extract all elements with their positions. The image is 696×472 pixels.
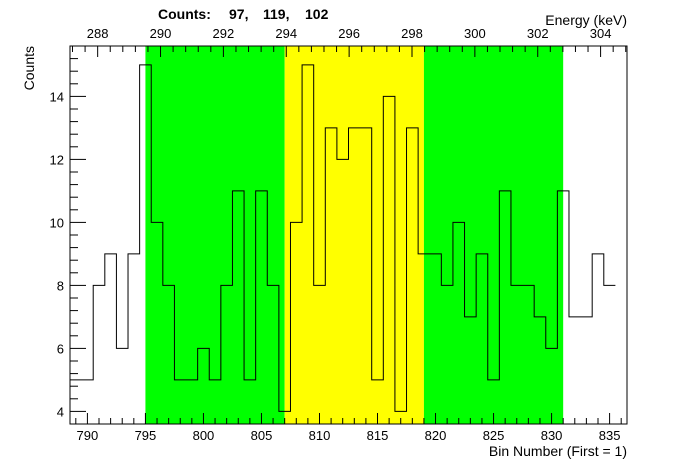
x-tick-label: 825 (483, 428, 505, 443)
y-tick-label: 8 (57, 278, 64, 293)
y-tick-label: 14 (50, 89, 64, 104)
energy-tick-label: 288 (87, 26, 109, 41)
region-band-2 (284, 46, 424, 424)
counts-value-2: 119, (263, 6, 289, 22)
x-tick-label: 810 (309, 428, 331, 443)
region-band-1 (145, 46, 285, 424)
energy-axis: 288 290 292 294 296 298 300 302 304 (72, 26, 627, 57)
y-tick-label: 4 (57, 404, 64, 419)
y-axis: 4 6 8 10 12 14 (50, 45, 86, 425)
counts-value-1: 97, (229, 6, 248, 22)
x-axis-title: Bin Number (First = 1) (489, 443, 627, 459)
energy-axis-title: Energy (keV) (545, 12, 627, 28)
x-tick-label: 790 (77, 428, 99, 443)
x-tick-label: 830 (541, 428, 563, 443)
histogram-line (70, 64, 616, 412)
energy-tick-label: 300 (464, 26, 486, 41)
energy-tick-label: 290 (150, 26, 172, 41)
y-tick-label: 6 (57, 341, 64, 356)
region-bands (145, 46, 564, 424)
x-axis: 790 795 800 805 810 815 820 825 830 835 (75, 413, 622, 443)
energy-tick-label: 302 (527, 26, 549, 41)
x-tick-label: 800 (193, 428, 215, 443)
energy-tick-label: 298 (401, 26, 423, 41)
counts-label: Counts: (158, 6, 211, 22)
x-tick-label: 820 (425, 428, 447, 443)
counts-value-3: 102 (305, 6, 329, 22)
x-tick-label: 805 (251, 428, 273, 443)
energy-tick-label: 292 (213, 26, 235, 41)
energy-tick-label: 304 (590, 26, 612, 41)
y-axis-title: Counts (21, 46, 37, 90)
x-tick-label: 815 (367, 428, 389, 443)
region-band-3 (423, 46, 564, 424)
y-tick-label: 10 (50, 215, 64, 230)
energy-tick-label: 294 (275, 26, 297, 41)
x-tick-label: 835 (599, 428, 621, 443)
y-tick-label: 12 (50, 152, 64, 167)
energy-tick-label: 296 (338, 26, 360, 41)
x-tick-label: 795 (135, 428, 157, 443)
